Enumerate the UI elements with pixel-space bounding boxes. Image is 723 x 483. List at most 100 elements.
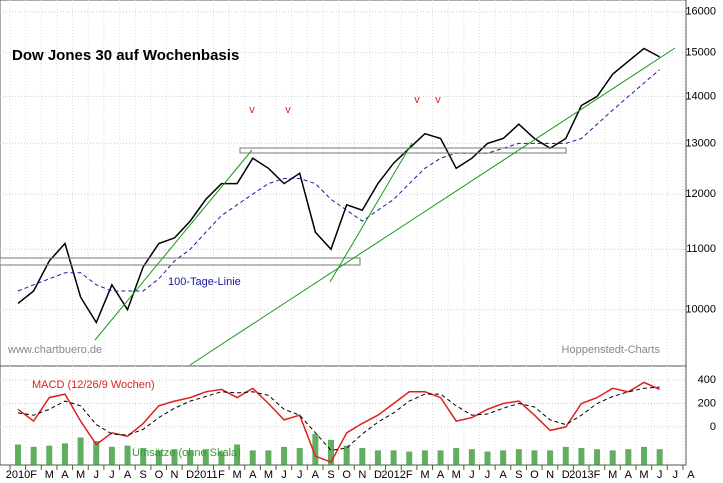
volume-bar (93, 440, 100, 465)
volume-bar (281, 446, 288, 465)
volume-bar (421, 450, 428, 465)
x-tick-label: M (264, 469, 273, 481)
signal-marker: v (414, 94, 420, 106)
volume-bar (468, 449, 475, 465)
volume-bar (641, 446, 647, 465)
main-panel (0, 0, 687, 367)
watermark: www.chartbuero.de (7, 344, 102, 356)
volume-bar (609, 450, 616, 465)
x-tick-label: M (452, 469, 461, 481)
x-tick-label: S (140, 469, 147, 481)
series-label: Umsätze (ohne Skala) (132, 447, 241, 459)
x-tick-label: N (358, 469, 366, 481)
x-tick-label: 2010 (6, 469, 30, 481)
x-tick-label: N (546, 469, 554, 481)
volume-bar (124, 445, 131, 465)
volume-bar (30, 446, 37, 465)
x-tick-label: J (657, 469, 663, 481)
y-tick-label: 14000 (685, 90, 716, 102)
volume-bar (249, 450, 256, 465)
volume-bar (625, 449, 632, 465)
x-tick-label: J (485, 469, 491, 481)
x-tick-label: A (687, 469, 695, 481)
volume-bar (328, 439, 334, 465)
volume-bar (140, 448, 147, 465)
volume-bar (312, 433, 319, 465)
volume-bar (108, 446, 115, 465)
volume-bar (531, 450, 538, 465)
x-tick-label: 2013 (569, 469, 593, 481)
x-tick-label: J (673, 469, 679, 481)
y-tick-label: 10000 (685, 304, 716, 316)
x-tick-label: A (312, 469, 320, 481)
trend-line (329, 142, 413, 283)
volume-bar (77, 437, 84, 465)
watermark: Hoppenstedt-Charts (562, 344, 661, 356)
x-tick-label: A (499, 469, 507, 481)
volume-bar (15, 444, 21, 465)
x-tick-label: J (94, 469, 100, 481)
y-tick-label: 12000 (685, 188, 716, 200)
volume-bar (171, 449, 178, 465)
x-tick-label: J (109, 469, 115, 481)
y-tick-label: 11000 (686, 243, 716, 255)
volume-bar (547, 450, 554, 465)
x-tick-label: S (327, 469, 334, 481)
volume-bar (155, 450, 162, 465)
signal-marker: v (285, 104, 291, 116)
x-tick-label: F (30, 469, 37, 481)
volume-bar (453, 448, 460, 465)
x-tick-label: J (297, 469, 303, 481)
x-tick-label: F (406, 469, 413, 481)
series-label: MACD (12/26/9 Wochen) (32, 379, 155, 391)
x-tick-label: A (249, 469, 257, 481)
volume-bar (578, 448, 585, 465)
volume-bar (374, 450, 381, 465)
series-line (17, 69, 660, 292)
chart-title: Dow Jones 30 auf Wochenbasis (12, 47, 239, 64)
trend-line (94, 149, 253, 341)
volume-bar (187, 450, 194, 465)
volume-bar (484, 451, 491, 465)
x-tick-label: D (186, 469, 194, 481)
x-tick-label: M (45, 469, 54, 481)
series-line (17, 386, 660, 451)
volume-bar (265, 450, 272, 465)
series-label: 100-Tage-Linie (168, 276, 241, 288)
x-tick-label: J (469, 469, 475, 481)
volume-bar (515, 449, 522, 465)
x-tick-label: M (76, 469, 85, 481)
volume-bar (656, 449, 663, 465)
x-tick-label: D (374, 469, 382, 481)
range-box (239, 147, 567, 154)
volume-bar (61, 443, 68, 465)
x-tick-label: D (562, 469, 570, 481)
volume-bar (406, 451, 413, 465)
x-tick-label: O (342, 469, 351, 481)
volume-bar (500, 450, 507, 465)
volume-bar (594, 449, 601, 465)
x-tick-label: 2011 (194, 469, 218, 481)
y-tick-label: 200 (698, 397, 716, 409)
volume-bar (359, 448, 366, 465)
x-tick-label: A (124, 469, 132, 481)
range-box (0, 257, 361, 266)
x-tick-label: F (594, 469, 601, 481)
volume-bar (234, 444, 241, 465)
series-line (17, 47, 660, 325)
x-tick-label: O (155, 469, 164, 481)
volume-bar (562, 446, 569, 465)
volume-bar (437, 450, 444, 465)
x-tick-label: J (281, 469, 287, 481)
x-tick-label: M (420, 469, 429, 481)
y-tick-label: 15000 (685, 47, 716, 59)
x-tick-label: O (530, 469, 539, 481)
volume-bar (46, 445, 53, 465)
volume-bar (343, 445, 350, 465)
y-tick-label: 0 (710, 421, 716, 433)
series-line (17, 381, 660, 464)
y-tick-label: 13000 (685, 137, 716, 149)
x-tick-label: A (61, 469, 69, 481)
x-tick-label: A (437, 469, 445, 481)
